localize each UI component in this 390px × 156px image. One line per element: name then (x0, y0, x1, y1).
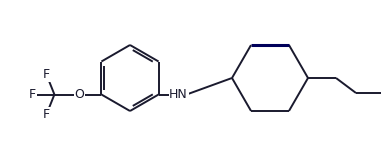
Text: F: F (29, 88, 36, 101)
Text: HN: HN (169, 88, 188, 101)
Text: F: F (43, 68, 50, 81)
Text: O: O (74, 88, 84, 101)
Text: F: F (43, 108, 50, 121)
